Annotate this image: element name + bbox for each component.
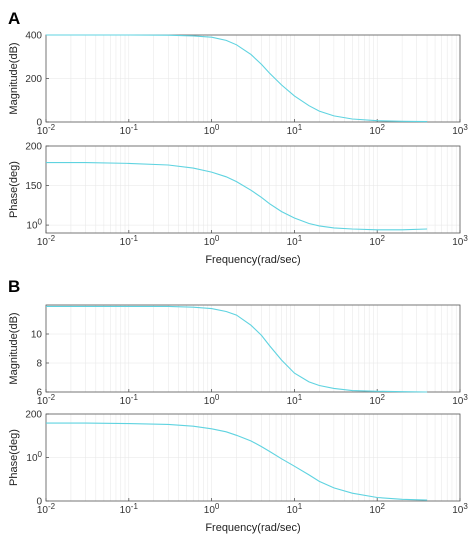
x-tick-label: 100 [204, 123, 220, 137]
y-axis-label: Magnitude(dB) [8, 312, 20, 384]
series-line [46, 305, 428, 393]
x-tick-label: 10-2 [37, 502, 56, 516]
x-tick-label: 102 [369, 393, 385, 407]
plot-frame [45, 304, 461, 393]
y-axis-label: Phase(deg) [8, 161, 20, 218]
y-axis-label: Phase(deg) [8, 429, 20, 486]
y-axis-label: Magnitude(dB) [8, 42, 20, 114]
x-tick-label: 103 [452, 234, 468, 248]
x-tick-label: 10-2 [37, 123, 56, 137]
plot-frame [45, 145, 461, 234]
panel-label-a: A [8, 9, 20, 28]
x-tick-label: 101 [287, 123, 303, 137]
y-tick-label: 400 [25, 31, 42, 42]
y-tick-label: 200 [25, 142, 42, 153]
x-tick-label: 10-2 [37, 234, 56, 248]
x-tick-label: 102 [369, 123, 385, 137]
y-tick-label: 0 [36, 118, 42, 129]
x-tick-label: 10-2 [37, 393, 56, 407]
y-tick-label: 200 [25, 74, 42, 85]
x-axis-label: Frequency(rad/sec) [205, 522, 300, 534]
x-tick-label: 102 [369, 502, 385, 516]
x-tick-label: 101 [287, 234, 303, 248]
x-axis-label: Frequency(rad/sec) [205, 254, 300, 266]
x-tick-label: 102 [369, 234, 385, 248]
y-tick-label: 8 [36, 359, 42, 370]
series-line [46, 34, 428, 123]
y-tick-label: 10 [31, 330, 43, 341]
series-line [46, 422, 428, 501]
x-tick-label: 100 [204, 234, 220, 248]
x-tick-label: 10-1 [120, 393, 139, 407]
x-tick-label: 101 [287, 502, 303, 516]
x-tick-label: 101 [287, 393, 303, 407]
series-line [46, 162, 428, 231]
y-tick-label: 6 [36, 388, 42, 399]
y-tick-label: 100 [26, 218, 42, 232]
x-tick-label: 10-1 [120, 502, 139, 516]
x-tick-label: 10-1 [120, 123, 139, 137]
y-tick-label: 100 [26, 450, 42, 464]
y-tick-label: 0 [36, 497, 42, 508]
x-tick-label: 100 [204, 393, 220, 407]
x-tick-label: 103 [452, 502, 468, 516]
x-tick-label: 103 [452, 123, 468, 137]
y-tick-label: 200 [25, 410, 42, 421]
x-tick-label: 103 [452, 393, 468, 407]
x-tick-label: 10-1 [120, 234, 139, 248]
y-tick-label: 150 [25, 181, 42, 192]
panel-label-b: B [8, 277, 20, 296]
x-tick-label: 100 [204, 502, 220, 516]
